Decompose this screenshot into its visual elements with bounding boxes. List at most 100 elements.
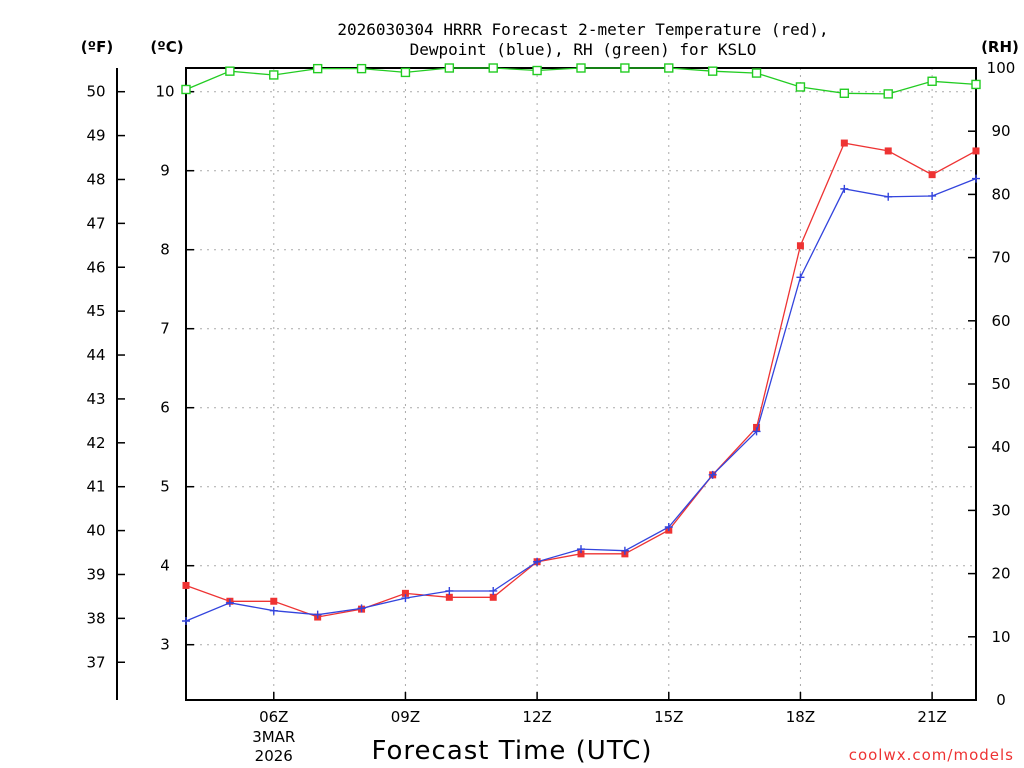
dewpoint-marker bbox=[533, 557, 542, 566]
credit-link[interactable]: coolwx.com/models bbox=[849, 746, 1014, 764]
rh-marker bbox=[444, 63, 455, 73]
rh-tick-label: 30 bbox=[991, 501, 1010, 519]
rh-tick-label: 10 bbox=[991, 628, 1010, 646]
fahrenheit-tick-label: 38 bbox=[86, 609, 105, 627]
x-tick-label: 09Z bbox=[391, 708, 420, 726]
rh-tick-label: 20 bbox=[991, 565, 1010, 583]
fahrenheit-tick-label: 41 bbox=[86, 478, 105, 496]
dewpoint-marker bbox=[225, 598, 234, 607]
grid-lines bbox=[186, 68, 976, 700]
fahrenheit-tick-label: 40 bbox=[86, 522, 105, 540]
rh-tick-label: 0 bbox=[996, 691, 1006, 709]
axes: 3738394041424344454647484950345678910010… bbox=[86, 59, 1015, 765]
celsius-tick-label: 10 bbox=[155, 83, 174, 101]
fahrenheit-tick-label: 44 bbox=[86, 346, 105, 364]
rh-marker bbox=[356, 63, 367, 74]
x-tick-label: 21Z bbox=[917, 708, 946, 726]
fahrenheit-unit-label: (ºF) bbox=[81, 38, 113, 56]
celsius-tick-label: 6 bbox=[160, 399, 170, 417]
rh-unit-label: (RH) bbox=[981, 38, 1019, 56]
x-year-label: 2026 bbox=[255, 747, 293, 765]
chart-title-line-2: Dewpoint (blue), RH (green) for KSLO bbox=[410, 40, 757, 59]
rh-tick-label: 50 bbox=[991, 375, 1010, 393]
dewpoint-marker bbox=[489, 586, 498, 595]
rh-marker bbox=[883, 89, 893, 99]
fahrenheit-tick-label: 47 bbox=[86, 214, 105, 232]
fahrenheit-tick-label: 42 bbox=[86, 434, 105, 452]
fahrenheit-tick-label: 37 bbox=[86, 653, 105, 671]
rh-marker bbox=[488, 63, 498, 73]
dewpoint-marker bbox=[357, 604, 366, 613]
dewpoint-marker bbox=[577, 545, 585, 554]
dewpoint-marker bbox=[796, 273, 805, 282]
rh-marker bbox=[620, 63, 630, 73]
dewpoint-marker bbox=[664, 522, 673, 531]
dewpoint-marker bbox=[884, 192, 893, 201]
x-date-label: 3MAR bbox=[252, 728, 295, 746]
fahrenheit-tick-label: 45 bbox=[86, 302, 105, 320]
rh-marker bbox=[576, 63, 586, 73]
temperature-marker bbox=[796, 242, 804, 250]
dewpoint-marker bbox=[928, 191, 937, 200]
series-layer bbox=[181, 63, 981, 625]
dewpoint-marker bbox=[401, 594, 410, 603]
rh-tick-label: 90 bbox=[991, 122, 1010, 140]
rh-marker bbox=[181, 84, 191, 95]
celsius-tick-label: 4 bbox=[160, 557, 170, 575]
celsius-unit-label: (ºC) bbox=[150, 38, 183, 56]
rh-marker bbox=[400, 67, 411, 78]
dewpoint-marker bbox=[972, 174, 980, 183]
rh-marker bbox=[664, 63, 674, 73]
x-tick-label: 18Z bbox=[786, 708, 815, 726]
celsius-tick-label: 9 bbox=[160, 162, 170, 180]
fahrenheit-tick-label: 39 bbox=[86, 565, 105, 583]
dewpoint-marker bbox=[840, 184, 849, 193]
celsius-tick-label: 8 bbox=[160, 241, 170, 259]
x-tick-label: 15Z bbox=[654, 708, 683, 726]
celsius-tick-label: 7 bbox=[160, 320, 170, 338]
rh-marker bbox=[751, 68, 762, 78]
celsius-tick-label: 5 bbox=[160, 478, 170, 496]
temperature-marker bbox=[401, 589, 409, 597]
rh-marker bbox=[532, 65, 542, 76]
temperature-marker bbox=[884, 147, 892, 155]
dewpoint-marker bbox=[708, 470, 717, 479]
temperature-marker bbox=[270, 597, 278, 605]
temperature-marker bbox=[972, 147, 980, 155]
rh-marker bbox=[225, 66, 235, 76]
rh-marker bbox=[839, 88, 850, 98]
rh-tick-label: 60 bbox=[991, 312, 1010, 330]
rh-tick-label: 40 bbox=[991, 438, 1010, 456]
rh-marker bbox=[312, 63, 323, 74]
dewpoint-marker bbox=[752, 427, 761, 436]
dewpoint-marker bbox=[445, 586, 454, 595]
rh-tick-label: 100 bbox=[987, 59, 1016, 77]
plot-frame bbox=[185, 67, 977, 701]
fahrenheit-tick-label: 50 bbox=[86, 83, 105, 101]
celsius-tick-label: 3 bbox=[160, 636, 170, 654]
dewpoint-marker bbox=[182, 617, 190, 625]
rh-marker bbox=[795, 82, 806, 92]
temperature-marker bbox=[928, 171, 936, 179]
dewpoint-marker bbox=[269, 606, 278, 615]
fahrenheit-tick-label: 46 bbox=[86, 258, 105, 276]
dewpoint-marker bbox=[313, 610, 322, 619]
temperature-marker bbox=[489, 593, 497, 601]
temperature-marker bbox=[577, 550, 585, 558]
chart-title-line-1: 2026030304 HRRR Forecast 2-meter Tempera… bbox=[337, 20, 828, 39]
fahrenheit-tick-label: 48 bbox=[86, 170, 105, 188]
x-tick-label: 12Z bbox=[522, 708, 551, 726]
x-tick-label: 06Z bbox=[259, 708, 288, 726]
temperature-marker bbox=[445, 593, 453, 601]
rh-tick-label: 80 bbox=[991, 185, 1010, 203]
dewpoint-marker bbox=[620, 546, 629, 555]
rh-marker bbox=[971, 79, 981, 90]
temperature-marker bbox=[840, 139, 848, 147]
rh-marker bbox=[707, 66, 718, 76]
rh-marker bbox=[927, 76, 937, 86]
rh-marker bbox=[269, 70, 279, 80]
temperature-marker bbox=[182, 581, 190, 589]
fahrenheit-tick-label: 49 bbox=[86, 127, 105, 145]
x-axis-title: Forecast Time (UTC) bbox=[371, 736, 652, 766]
